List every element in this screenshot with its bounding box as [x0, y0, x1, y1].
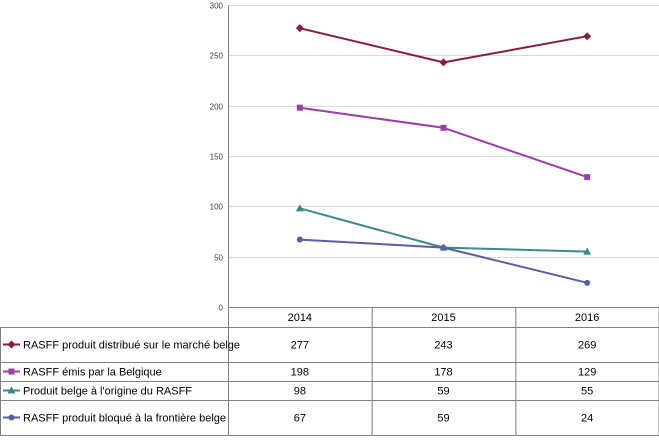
data-label-s4-2015: 59 [437, 413, 449, 425]
legend-key-marker-4 [8, 414, 15, 421]
data-point-s2-2014 [296, 104, 303, 111]
x-category-label-2014: 2014 [288, 312, 312, 324]
y-tick-label-100: 100 [210, 203, 224, 212]
data-point-s3-2014 [295, 204, 304, 212]
data-label-s2-2014: 198 [291, 367, 309, 379]
data-label-s2-2016: 129 [578, 367, 596, 379]
data-point-s2-2015 [440, 124, 447, 131]
data-label-s3-2016: 55 [581, 386, 593, 398]
data-point-s4-2016 [584, 279, 591, 286]
data-point-s1-2014 [295, 24, 304, 33]
legend-key-marker-2 [8, 368, 15, 375]
data-label-s1-2016: 269 [578, 340, 596, 352]
data-label-s3-2015: 59 [437, 386, 449, 398]
data-label-s1-2014: 277 [291, 340, 309, 352]
y-tick-label-200: 200 [210, 103, 224, 112]
series-layer [295, 24, 592, 286]
x-category-label-2015: 2015 [431, 312, 455, 324]
legend-key-marker-1 [7, 340, 16, 349]
series-line-2 [299, 106, 588, 179]
data-label-s3-2014: 98 [294, 386, 306, 398]
data-point-s4-2014 [296, 236, 303, 243]
legend-key-marker-3 [7, 386, 16, 394]
y-tick-label-50: 50 [214, 254, 223, 263]
data-point-s1-2015 [439, 58, 448, 67]
grid-layer [228, 5, 659, 258]
series-label-4: RASFF produit bloqué à la frontière belg… [23, 413, 226, 425]
series-label-3: Produit belge à l'origine du RASFF [23, 386, 192, 398]
axis-layer: 0 50 100 150 200 250 300 [210, 2, 229, 313]
data-point-s3-2016 [583, 247, 592, 255]
data-table: 2014 2015 2016 RASFF produit distribué sur … [0, 307, 659, 436]
series-line-1 [299, 27, 588, 64]
series-label-2: RASFF émis par la Belgique [23, 367, 162, 379]
y-tick-label-300: 300 [210, 2, 224, 11]
y-tick-label-150: 150 [210, 153, 224, 162]
data-label-s4-2014: 67 [294, 413, 306, 425]
x-category-label-2016: 2016 [575, 312, 599, 324]
data-point-s1-2016 [583, 32, 592, 41]
data-point-s4-2015 [440, 244, 447, 251]
data-point-s2-2016 [584, 174, 591, 181]
data-label-s2-2015: 178 [434, 367, 452, 379]
y-tick-label-250: 250 [210, 52, 224, 61]
y-tick-label-0: 0 [219, 304, 224, 313]
series-label-1: RASFF produit distribué sur le marché be… [23, 340, 240, 352]
data-label-s4-2016: 24 [581, 413, 593, 425]
data-label-s1-2015: 243 [434, 340, 452, 352]
